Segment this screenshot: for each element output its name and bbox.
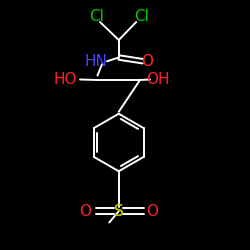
Text: S: S xyxy=(114,204,124,219)
Text: Cl: Cl xyxy=(89,9,104,24)
Text: HN: HN xyxy=(85,54,108,69)
Text: O: O xyxy=(79,204,91,219)
Text: OH: OH xyxy=(146,72,169,88)
Text: S: S xyxy=(114,204,124,219)
Text: O: O xyxy=(142,54,154,69)
Text: HO: HO xyxy=(53,72,77,88)
Text: O: O xyxy=(146,204,158,219)
Text: Cl: Cl xyxy=(134,9,149,24)
